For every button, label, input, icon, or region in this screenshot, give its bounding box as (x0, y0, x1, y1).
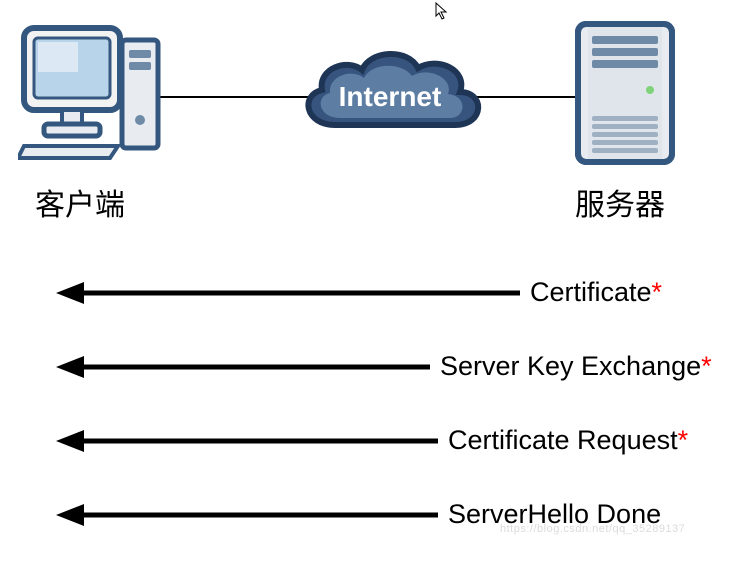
msg-text-0: Certificate (530, 277, 652, 307)
msg-arrow-2 (56, 430, 438, 452)
asterisk-0: * (652, 277, 663, 307)
watermark-text: https://blog.csdn.net/qq_35289137 (500, 523, 685, 535)
msg-arrow-3 (56, 504, 438, 526)
msg-label-0: Certificate* (530, 277, 662, 308)
msg-text-2: Certificate Request (448, 425, 678, 455)
asterisk-2: * (678, 425, 689, 455)
msg-arrow-0 (56, 282, 520, 304)
cursor-icon (435, 2, 449, 20)
asterisk-1: * (701, 351, 712, 381)
msg-label-1: Server Key Exchange* (440, 351, 712, 382)
msg-arrow-1 (56, 356, 430, 378)
msg-label-2: Certificate Request* (448, 425, 688, 456)
msg-text-1: Server Key Exchange (440, 351, 701, 381)
